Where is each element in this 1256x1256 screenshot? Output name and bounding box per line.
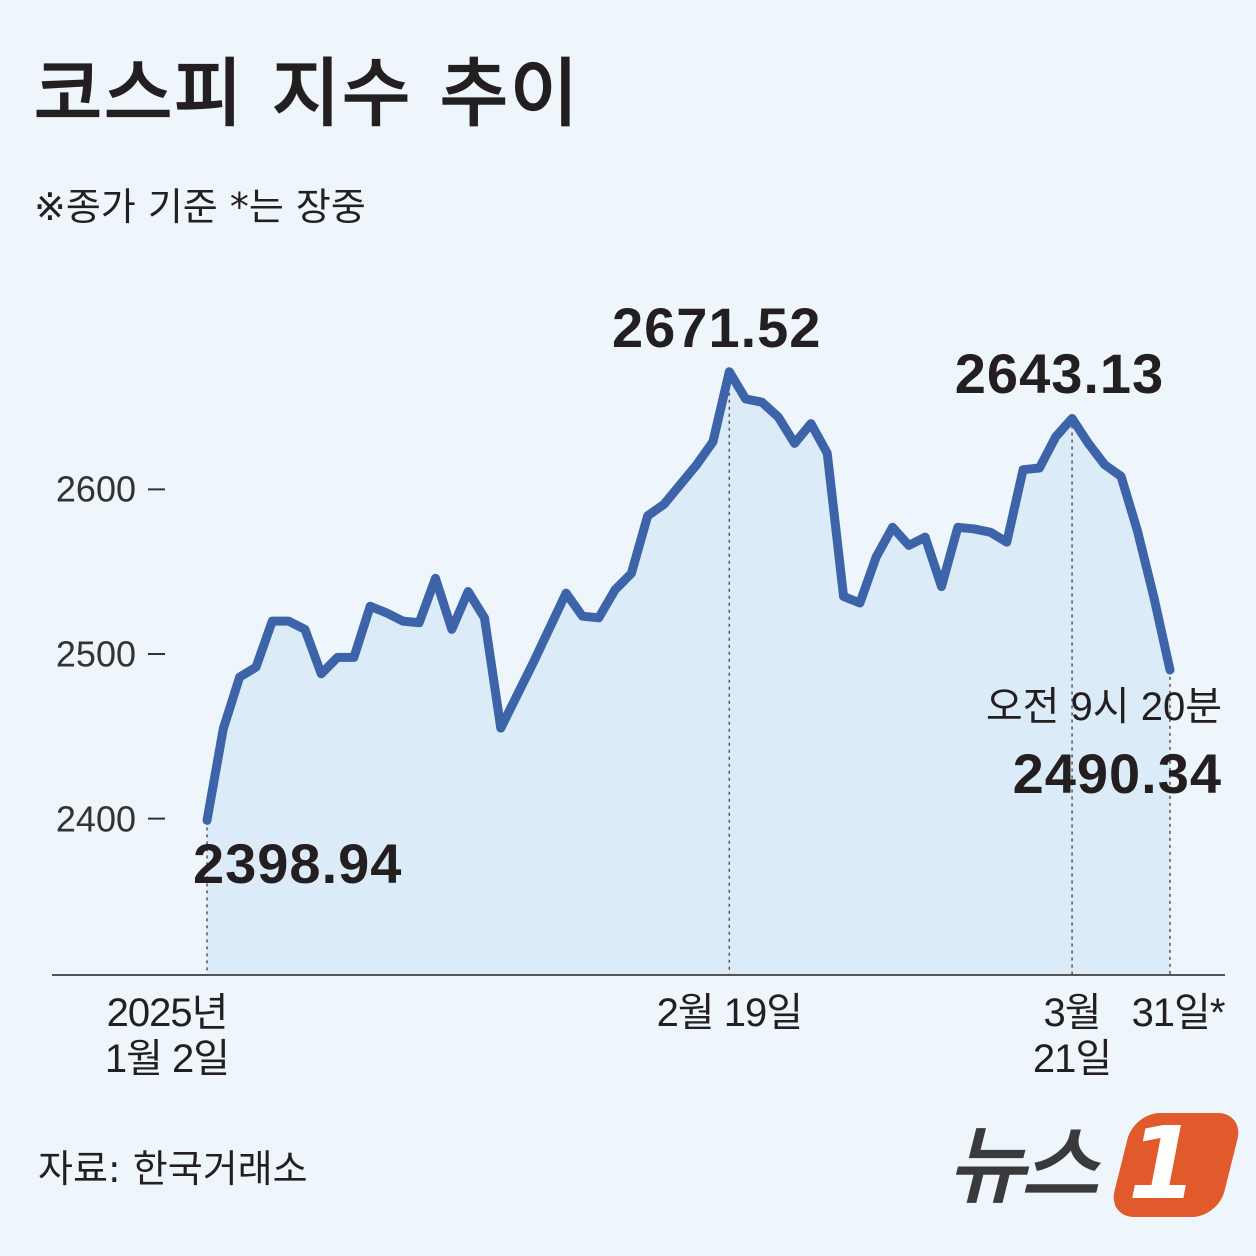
x-tick-label: 2월 19일: [656, 991, 803, 1035]
x-tick-label: 31일*: [1131, 991, 1226, 1035]
annotation: 오전 9시 20분: [985, 684, 1222, 729]
value-label: 2398.94: [193, 832, 403, 896]
title: 코스피 지수 추이: [34, 51, 581, 137]
y-tick-label: 2500: [55, 633, 136, 675]
subtitle: ※종가 기준 *는 장중: [34, 185, 366, 229]
logo-mark: 1: [1128, 1105, 1198, 1222]
value-label: 2671.52: [612, 295, 822, 359]
area: [207, 371, 1170, 975]
y-tick-label: 2400: [55, 797, 136, 839]
line: [202, 367, 1175, 825]
value-label: 2490.34: [1012, 741, 1222, 805]
x-tick-label: 2025년 1월 2일: [104, 991, 230, 1081]
source: 자료: 한국거래소: [38, 1147, 308, 1191]
x-tick-label: 3월 21일: [1032, 991, 1112, 1081]
logo-text: 뉴스: [948, 1117, 1099, 1215]
logo-badge: [1113, 1113, 1239, 1217]
y-tick-label: 2600: [55, 468, 136, 510]
value-label: 2643.13: [954, 342, 1165, 406]
